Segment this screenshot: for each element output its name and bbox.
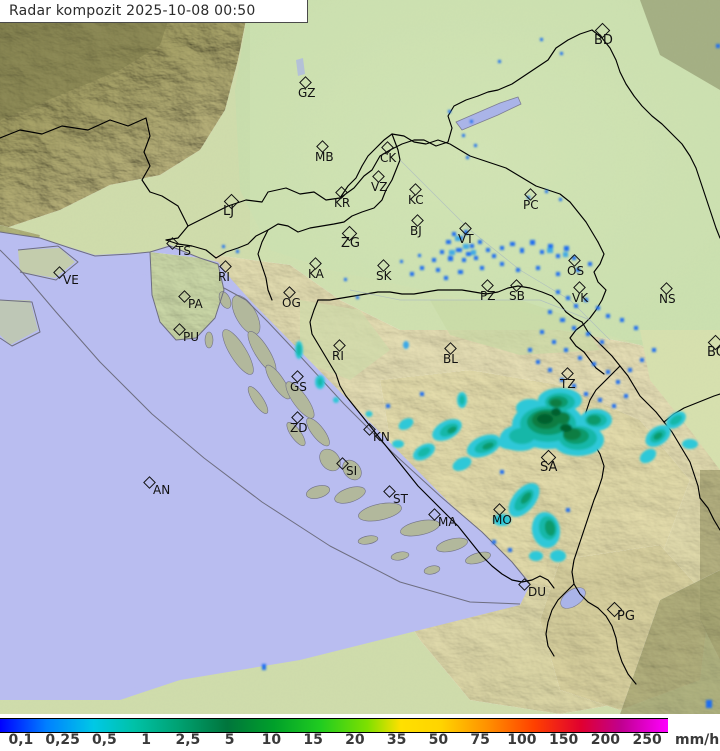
- radar-echo-slavonia: [528, 290, 656, 408]
- legend-tick: 1: [141, 732, 151, 748]
- radar-map[interactable]: [0, 0, 720, 714]
- legend-tick: 150: [549, 732, 579, 748]
- istria-peninsula: [150, 252, 224, 340]
- radar-echo-east-bosnia: [639, 411, 698, 464]
- legend-tick: 250: [632, 732, 662, 748]
- legend-tick: 10: [261, 732, 282, 748]
- legend-tick-labels: 0,1 0,25 0,5 1 2,5 5 10 15 20 35 50 75 100 150 200 250 m…: [0, 732, 720, 751]
- legend-tick: 0,1: [8, 732, 34, 748]
- radar-echo-scattered: [222, 245, 712, 708]
- legend-tick: 2,5: [175, 732, 201, 748]
- legend-tick: 50: [428, 732, 449, 748]
- legend-tick: 5: [224, 732, 235, 748]
- coastlines: [0, 231, 531, 605]
- radar-echo-sarajevo-cluster: [500, 388, 612, 456]
- title-bar: Radar kompozit 2025-10-08 00:50: [0, 0, 308, 23]
- title-text: Radar kompozit 2025-10-08 00:50: [9, 3, 256, 19]
- legend-color-bar: [0, 718, 668, 733]
- legend-tick: 15: [303, 732, 323, 748]
- legend-unit: mm/h: [675, 732, 720, 748]
- adriatic-islands: [204, 291, 491, 575]
- legend-tick: 35: [386, 732, 407, 748]
- legend-tick: 75: [470, 732, 490, 748]
- intensity-legend: 0,1 0,25 0,5 1 2,5 5 10 15 20 35 50 75 100 150 200 250 m…: [0, 714, 720, 751]
- legend-tick: 200: [590, 732, 620, 748]
- radar-echo-north: [410, 38, 720, 280]
- radar-echo-herzegovina: [492, 470, 570, 562]
- legend-tick: 100: [507, 732, 537, 748]
- radar-echo-lika: [295, 341, 467, 417]
- legend-tick: 0,25: [45, 732, 80, 748]
- lake-neusiedl: [296, 58, 305, 76]
- national-borders: [0, 29, 720, 685]
- map-canvas: [0, 0, 720, 714]
- legend-tick: 0,5: [91, 732, 117, 748]
- legend-tick: 20: [345, 732, 365, 748]
